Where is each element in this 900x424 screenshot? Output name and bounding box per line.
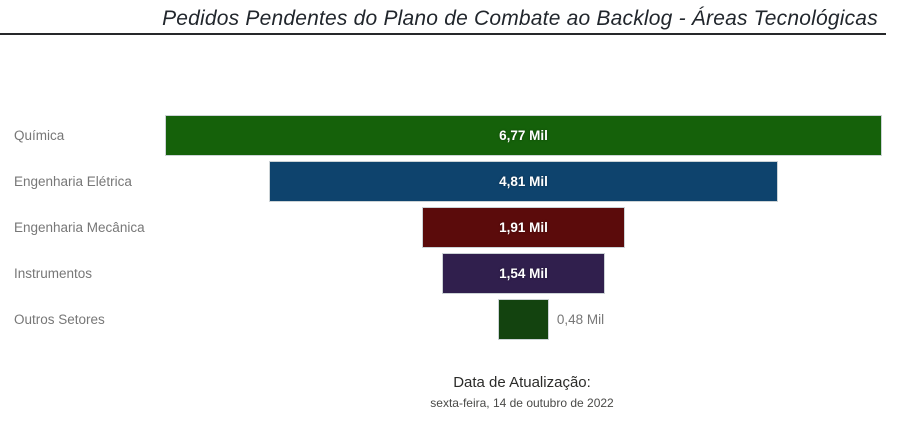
update-date-label: Data de Atualização:: [453, 374, 591, 391]
funnel-bar[interactable]: 6,77 Mil: [165, 115, 882, 156]
bar-value-label: 0,48 Mil: [556, 312, 605, 327]
category-label: Instrumentos: [14, 266, 93, 281]
bar-value-label: 6,77 Mil: [499, 128, 548, 143]
update-date-block: Data de Atualização: sexta-feira, 14 de …: [142, 374, 900, 410]
funnel-bar[interactable]: [498, 299, 549, 340]
category-label: Engenharia Elétrica: [14, 174, 132, 189]
update-date-value: sexta-feira, 14 de outubro de 2022: [430, 396, 614, 410]
funnel-bar[interactable]: 4,81 Mil: [268, 161, 779, 202]
chart-title: Pedidos Pendentes do Plano de Combate ao…: [162, 7, 878, 30]
bar-value-label: 1,54 Mil: [499, 266, 548, 281]
category-label: Química: [14, 128, 65, 143]
bar-value-label: 4,81 Mil: [499, 174, 548, 189]
funnel-bar[interactable]: 1,91 Mil: [422, 207, 625, 248]
category-label: Engenharia Mecânica: [14, 220, 145, 235]
funnel-bar[interactable]: 1,54 Mil: [441, 253, 606, 294]
category-label: Outros Setores: [14, 312, 105, 327]
title-underline: [0, 33, 886, 35]
bar-value-label: 1,91 Mil: [499, 220, 548, 235]
